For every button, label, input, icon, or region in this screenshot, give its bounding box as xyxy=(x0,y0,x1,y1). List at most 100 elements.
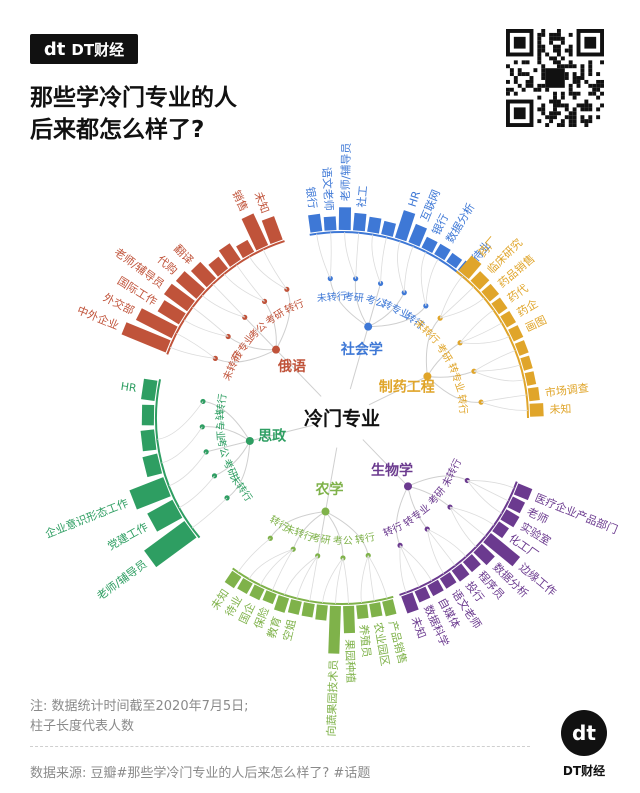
major-label: 生物学 xyxy=(371,462,413,479)
branch-line xyxy=(367,292,405,328)
path-label: 转专业 xyxy=(212,410,227,441)
leaf-line xyxy=(296,555,319,599)
title-line-2: 后来都怎么样了? xyxy=(30,117,205,143)
leaf-line xyxy=(403,246,414,293)
leaf-line xyxy=(191,497,228,529)
outcome-bar xyxy=(224,570,242,589)
branch-line xyxy=(226,440,251,499)
leaf-line xyxy=(157,401,204,440)
path-label: 转专业 xyxy=(401,501,433,530)
outcome-bar xyxy=(190,261,217,288)
leaf-line xyxy=(481,394,527,403)
leaf-line xyxy=(169,346,216,359)
brand-label: DT财经 xyxy=(562,764,606,778)
data-source: 数据来源: 豆瓣#那些学冷门专业的人后来怎么样了? #话题 xyxy=(30,766,371,781)
outcome-bar xyxy=(473,543,495,566)
outcome-bar xyxy=(458,255,482,279)
outcome-bar xyxy=(121,322,171,353)
outcome-label: 党建工作 xyxy=(105,519,150,552)
outcome-bar xyxy=(328,605,341,654)
leaf-line xyxy=(335,557,344,604)
outcome-label: 未知 xyxy=(252,190,273,215)
outcome-bar xyxy=(527,387,540,402)
leaf-line xyxy=(460,336,510,344)
outcome-bar xyxy=(394,210,416,242)
leaf-line xyxy=(178,475,215,509)
path-label: 转行 xyxy=(455,394,470,415)
path-label: 转专业 xyxy=(445,361,467,394)
path-label: 考公 xyxy=(364,293,387,310)
major-label: 思政 xyxy=(258,427,287,444)
outcome-bar xyxy=(241,213,269,251)
chart-note: 注: 数据统计时间截至2020年7月5日; 柱子长度代表人数 xyxy=(30,697,249,737)
leaf-line xyxy=(467,480,515,489)
outcome-bar xyxy=(218,243,241,267)
branch-line xyxy=(395,486,409,546)
outcome-label: 养殖员 xyxy=(357,624,374,658)
branch-line xyxy=(407,475,468,487)
outcome-bar xyxy=(301,602,315,618)
branch-line xyxy=(269,511,326,539)
outcome-bar xyxy=(141,404,155,426)
leaf-line xyxy=(161,426,203,464)
outcome-bar xyxy=(451,563,470,582)
outcome-bar xyxy=(421,236,438,253)
path-label: 转行 xyxy=(381,519,405,539)
qr-code-icon xyxy=(506,29,604,127)
outcome-bar xyxy=(356,604,369,620)
outcome-bar xyxy=(144,520,197,568)
outcome-label: 老师/辅导员 xyxy=(338,143,353,202)
branch-line xyxy=(202,426,251,442)
outcome-bar xyxy=(500,509,520,528)
outcome-bar xyxy=(401,592,419,614)
leaf-line xyxy=(284,555,318,596)
outcome-label: 银行 xyxy=(303,186,320,210)
outcome-bar xyxy=(140,429,157,452)
title-line-1: 那些学冷门专业的人 xyxy=(30,85,237,111)
leaf-line xyxy=(480,401,528,411)
branch-line xyxy=(368,305,427,328)
leaf-line xyxy=(397,241,405,293)
leaf-line xyxy=(439,286,475,319)
logo-mark: dt xyxy=(43,38,66,60)
branch-line xyxy=(202,400,251,442)
branch-line xyxy=(227,336,277,351)
outcome-bar xyxy=(343,605,356,634)
outcome-bar xyxy=(514,340,529,356)
major-node xyxy=(245,436,254,445)
outcome-bar xyxy=(369,602,383,618)
leaf-line xyxy=(399,545,407,593)
outcome-arc xyxy=(399,481,518,596)
major-label: 农学 xyxy=(314,481,343,498)
leaf-line xyxy=(426,528,445,574)
path-label: 考研 xyxy=(343,291,364,305)
brand-badge: dt DT财经 xyxy=(552,710,616,779)
outcome-bar xyxy=(208,256,229,277)
outcome-bar xyxy=(427,579,444,597)
leaf-line xyxy=(449,506,477,548)
leaf-line xyxy=(223,273,265,302)
outcome-bar xyxy=(513,483,533,501)
leaf-line xyxy=(249,256,288,290)
branch-line xyxy=(275,289,291,350)
outcome-bar xyxy=(381,220,397,237)
major-node xyxy=(403,482,412,491)
path-label: 未转行 xyxy=(439,456,464,489)
outcome-label: 未知 xyxy=(549,402,572,417)
path-label: 考研 xyxy=(310,531,332,546)
leaf-line xyxy=(425,258,439,306)
outcome-bar xyxy=(520,355,533,371)
leaf-line xyxy=(248,548,294,580)
leaf-line xyxy=(262,249,288,290)
trunk-line xyxy=(249,424,314,442)
leaf-line xyxy=(360,555,369,604)
path-label: 考公 xyxy=(333,535,353,547)
leaf-line xyxy=(439,276,463,319)
outcome-label: 老师/辅导员 xyxy=(94,557,150,603)
leaf-line xyxy=(329,232,332,279)
logo-text: DT财经 xyxy=(71,40,125,59)
outcome-bar xyxy=(507,496,526,514)
branch-line xyxy=(425,317,441,377)
leaf-line xyxy=(420,251,427,307)
brand-logo: dt DT财经 xyxy=(30,34,138,64)
